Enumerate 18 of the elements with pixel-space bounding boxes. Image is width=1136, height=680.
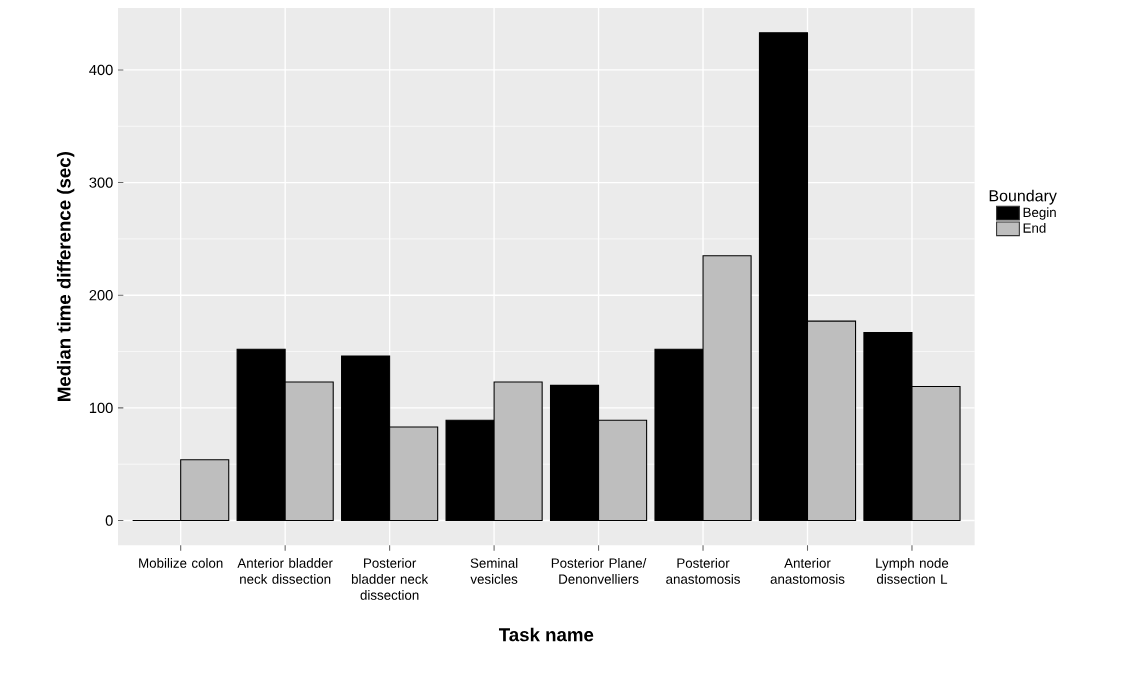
y-tick-label: 300	[89, 177, 113, 188]
y-axis-title: Median time difference (sec)	[56, 152, 75, 401]
y-tick-label: 200	[89, 290, 113, 301]
x-tick-label: Posterior bladder neck dissection	[351, 558, 429, 600]
x-tick-label: Anterior anastomosis	[770, 558, 845, 584]
x-tick-label: Seminal vesicles	[470, 558, 518, 584]
x-tick-label: Anterior bladder neck dissection	[237, 558, 333, 584]
x-tick-label: Lymph node dissection L	[876, 558, 949, 584]
y-tick-label: 400	[89, 64, 113, 76]
y-tick-label: 100	[89, 402, 113, 414]
legend-title: Boundary	[989, 189, 1057, 205]
legend-label: Begin	[1023, 207, 1056, 220]
x-axis-title: Task name	[498, 627, 594, 642]
x-tick-label: Posterior anastomosis	[666, 558, 740, 584]
x-tick-label: Mobilize colon	[139, 558, 223, 568]
legend-label: End	[1023, 222, 1046, 233]
y-tick-label: 0	[105, 515, 113, 526]
x-tick-label: Posterior Plane/ Denonvelliers	[551, 558, 647, 584]
